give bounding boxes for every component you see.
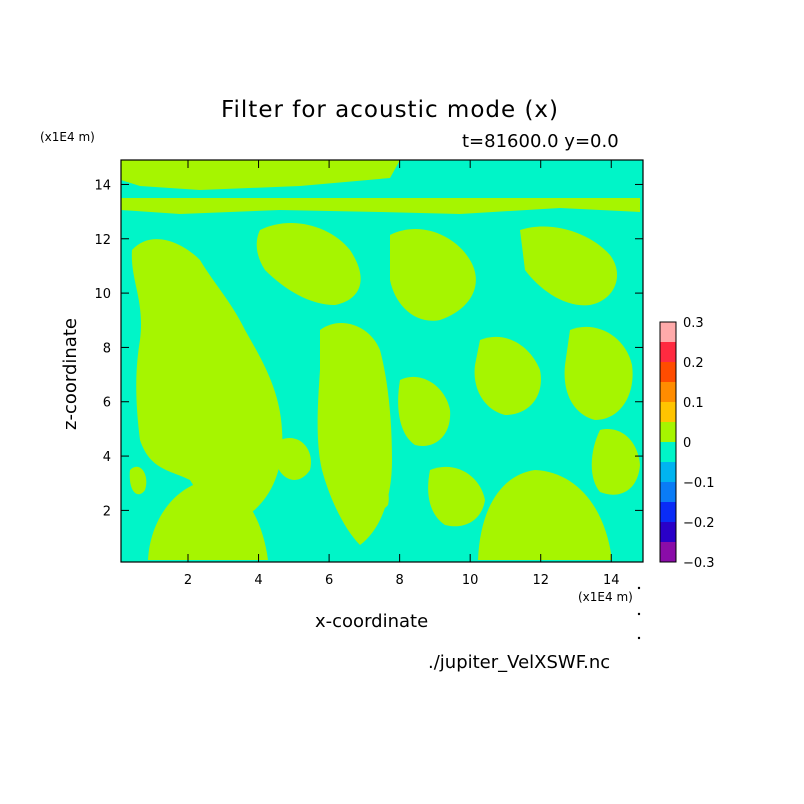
contour-region <box>474 336 541 415</box>
colorbar-tick-label: −0.2 <box>683 516 715 531</box>
x-axis-unit: (x1E4 m) <box>578 590 633 604</box>
colorbar-tick-label: 0.2 <box>683 356 704 371</box>
colorbar-segment <box>660 342 676 362</box>
contour-field <box>121 160 643 562</box>
colorbar-segment <box>660 322 676 342</box>
colorbar-segment <box>660 482 676 502</box>
x-tick-label: 6 <box>325 573 333 588</box>
colorbar-frame <box>659 321 677 563</box>
y-axis-unit: (x1E4 m) <box>40 130 95 144</box>
contour-region <box>520 226 618 306</box>
y-axis-ticks: 2 4 6 8 10 12 14 <box>94 178 643 519</box>
contour-region <box>398 376 451 446</box>
colorbar-segment <box>660 422 676 442</box>
contour-region <box>121 160 400 190</box>
colorbar: 0.3 0.2 0.1 0 −0.1 −0.2 −0.3 <box>659 316 715 571</box>
y-tick-label: 8 <box>103 341 111 356</box>
x-axis-label: x-coordinate <box>315 611 429 632</box>
contour-region <box>478 470 612 560</box>
colorbar-segment <box>660 402 676 422</box>
plot-frame <box>120 159 644 563</box>
contour-region <box>129 466 147 495</box>
x-tick-label: 8 <box>395 573 403 588</box>
y-tick-label: 14 <box>94 178 111 193</box>
colorbar-segment <box>660 522 676 542</box>
colorbar-segment <box>660 362 676 382</box>
contour-region <box>256 222 361 305</box>
small-marks <box>637 586 641 640</box>
y-tick-label: 10 <box>94 287 111 302</box>
colorbar-tick-label: 0 <box>683 436 691 451</box>
y-tick-label: 4 <box>103 450 111 465</box>
y-tick-label: 2 <box>103 504 111 519</box>
colorbar-tick-label: 0.3 <box>683 316 704 331</box>
contour-region <box>278 438 311 480</box>
colorbar-segment <box>660 462 676 482</box>
colorbar-tick-label: −0.3 <box>683 556 715 571</box>
contour-region <box>365 477 389 511</box>
contour-region <box>121 198 640 214</box>
x-tick-label: 10 <box>462 573 479 588</box>
contour-region <box>200 376 229 416</box>
contour-region <box>390 229 476 321</box>
colorbar-segment <box>660 442 676 462</box>
x-tick-label: 4 <box>254 573 262 588</box>
y-tick-label: 12 <box>94 233 111 248</box>
dot-mark <box>637 612 641 616</box>
source-filename: ./jupiter_VelXSWF.nc <box>428 652 611 673</box>
x-tick-label: 2 <box>184 573 192 588</box>
contour-region <box>148 480 268 560</box>
contour-region <box>428 466 485 527</box>
chart-title: Filter for acoustic mode (x) <box>220 97 560 123</box>
colorbar-tick-label: 0.1 <box>683 396 704 411</box>
dot-mark <box>637 636 641 640</box>
colorbar-tick-label: −0.1 <box>683 476 715 491</box>
x-axis-ticks: 2 4 6 8 10 12 14 <box>184 160 620 588</box>
x-tick-label: 12 <box>532 573 549 588</box>
colorbar-segment <box>660 542 676 562</box>
colorbar-segment <box>660 382 676 402</box>
x-tick-label: 14 <box>603 573 620 588</box>
y-tick-label: 6 <box>103 396 111 411</box>
chart-subtitle: t=81600.0 y=0.0 <box>462 131 619 152</box>
contour-region <box>591 429 640 495</box>
contour-region <box>564 326 633 420</box>
dot-mark <box>637 586 641 590</box>
colorbar-segment <box>660 502 676 522</box>
